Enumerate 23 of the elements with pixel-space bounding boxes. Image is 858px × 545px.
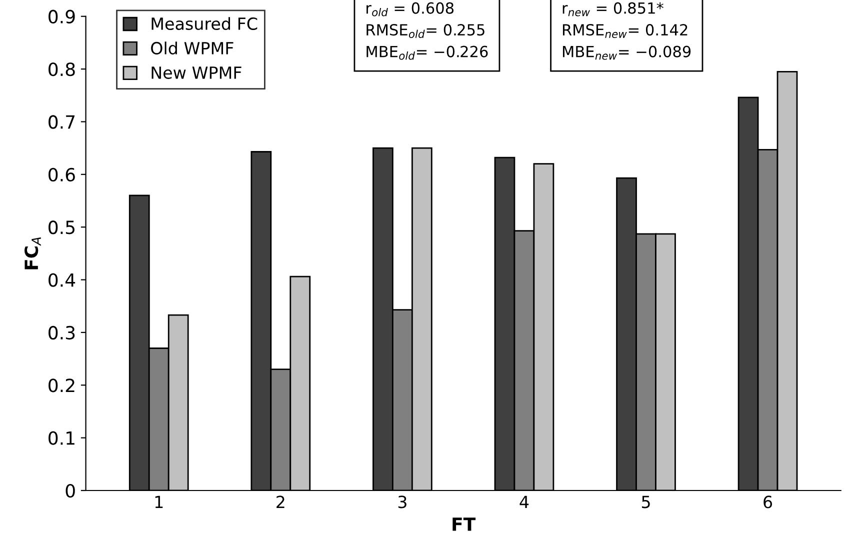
y-tick-label: 0.5 (48, 220, 74, 234)
y-tick-label: 0.9 (48, 10, 75, 24)
text: r$_{new}$ = 0.851* RMSE$_{new}$= 0.142 MBE$_{new}$= −0.089 (562, 2, 691, 60)
x-tick-label: 6 (764, 496, 772, 508)
y-tick-label: 0 (66, 484, 75, 498)
y-tick-label: 0.3 (48, 326, 75, 340)
legend-label: Measured FC (152, 17, 258, 30)
y-tick-label: 0.6 (48, 168, 75, 182)
x-tick-label: 2 (276, 496, 284, 508)
x-tick-label: 5 (642, 496, 650, 508)
x-tick-label: 3 (398, 496, 406, 508)
x-tick-label: 1 (155, 496, 163, 508)
x-axis-title: FT (452, 518, 476, 531)
y-axis-title: FC$_{A}$ (24, 237, 41, 270)
legend-label: Old WPMF (151, 42, 234, 54)
y-tick-label: 0.4 (48, 273, 76, 287)
legend-label: New WPMF (152, 66, 242, 79)
y-tick-label: 0.1 (48, 431, 74, 445)
x-tick-label: 4 (520, 496, 529, 508)
y-tick-label: 0.8 (48, 62, 75, 76)
text: r$_{old}$ = 0.608 RMSE$_{old}$= 0.255 MBE$_{old}$= −0.226 (366, 2, 488, 60)
y-tick-label: 0.7 (48, 115, 75, 129)
y-tick-label: 0.2 (48, 378, 74, 392)
